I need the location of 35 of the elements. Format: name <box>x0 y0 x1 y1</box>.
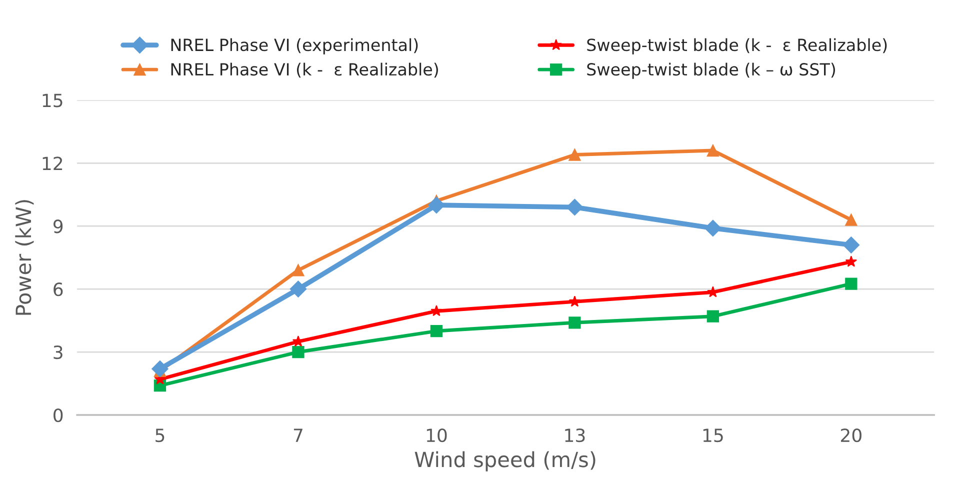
x-tick-label: 7 <box>294 428 302 442</box>
point <box>428 196 445 214</box>
point <box>292 264 304 276</box>
y-tick-label: 15 <box>42 94 62 108</box>
x-axis-title: Wind speed (m/s) <box>414 451 596 472</box>
y-tick-label: 0 <box>54 408 63 422</box>
y-tick-label: 12 <box>42 156 62 170</box>
legend-label: Sweep-twist blade (k – ω SST) <box>587 62 835 79</box>
point <box>430 305 442 316</box>
y-tick-label: 3 <box>54 345 62 360</box>
point <box>845 214 858 226</box>
legend-label: NREL Phase VI (experimental) <box>171 38 418 54</box>
point <box>430 324 443 338</box>
point <box>568 316 581 329</box>
point <box>706 144 720 157</box>
point <box>842 236 860 254</box>
legend-label: NREL Phase VI (k - ε Realizable) <box>171 62 438 78</box>
y-axis-title: Power (kW) <box>15 200 34 315</box>
legend-label: Sweep-twist blade (k - ε Realizable) <box>587 38 887 54</box>
x-tick-label: 13 <box>565 428 585 442</box>
y-tick-label: 9 <box>53 220 63 234</box>
point <box>845 256 857 267</box>
x-tick-label: 10 <box>426 428 447 442</box>
x-tick-label: 20 <box>841 428 862 442</box>
point <box>568 296 580 307</box>
x-tick-label: 15 <box>703 428 723 442</box>
x-tick-label: 5 <box>156 428 164 442</box>
point <box>706 310 720 322</box>
y-tick-label: 6 <box>54 282 63 296</box>
point <box>845 278 858 290</box>
point <box>290 280 307 298</box>
point <box>152 360 168 378</box>
point <box>704 220 722 237</box>
point <box>568 148 581 161</box>
point <box>292 346 304 358</box>
